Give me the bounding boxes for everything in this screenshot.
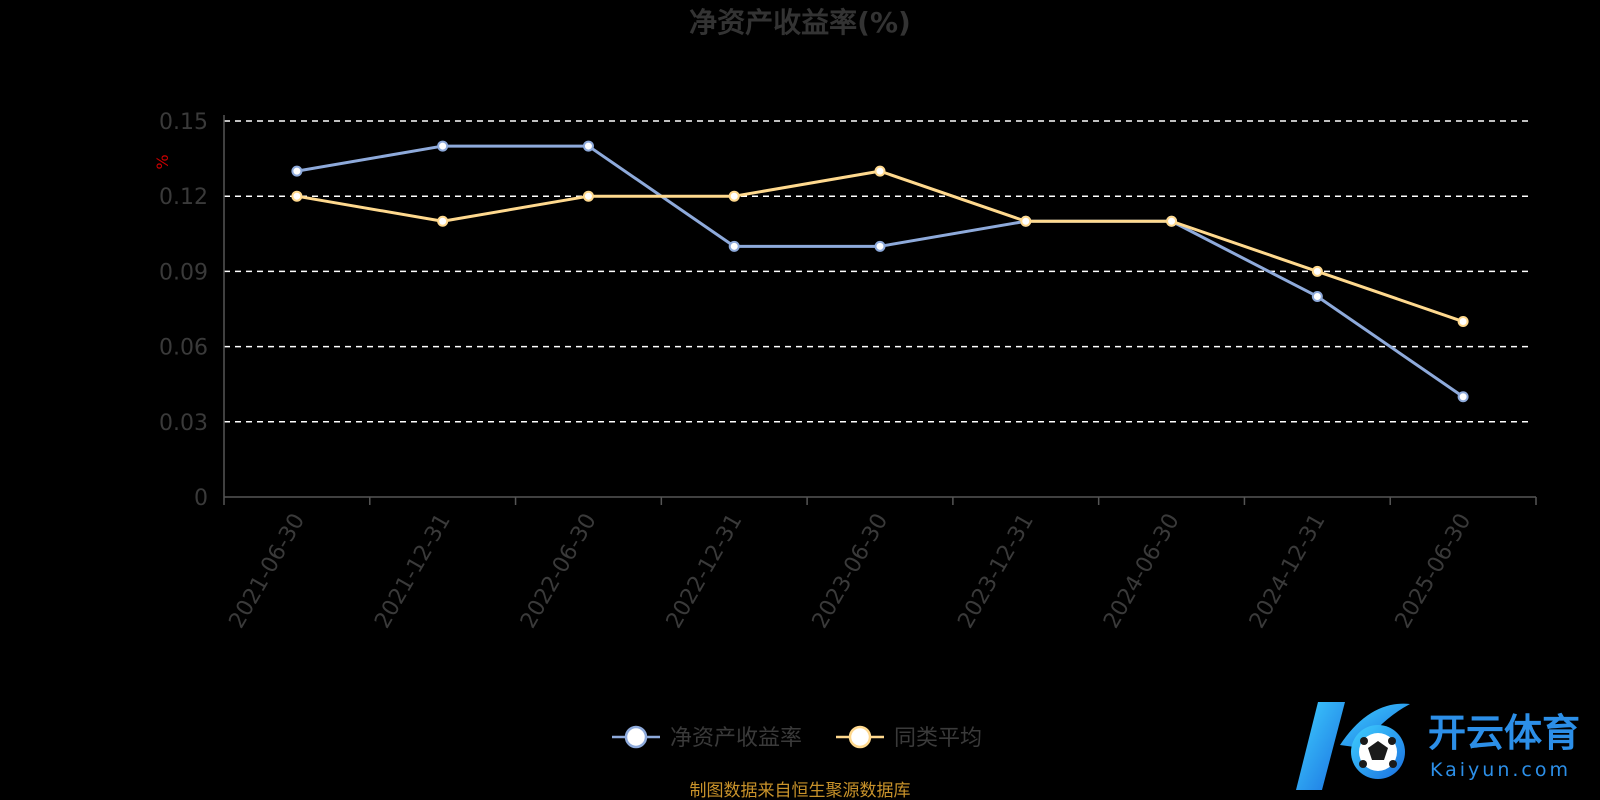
legend-label-peer-average: 同类平均 [894,726,982,751]
y-tick-label: 0.12 [159,185,208,210]
x-tick-label: 2024-06-30 [1099,510,1185,633]
legend-item-roe[interactable]: 净资产收益率 [612,725,802,751]
chart-title: 净资产收益率(%) [689,6,911,39]
watermark-brand-en: Kaiyun.com [1430,759,1571,781]
y-tick-label: 0 [194,486,208,511]
x-tick-label: 2025-06-30 [1391,510,1477,633]
x-tick-label: 2022-12-31 [662,510,748,633]
legend[interactable]: 净资产收益率 同类平均 [612,725,982,751]
x-tick-label: 2021-06-30 [225,510,311,633]
y-tick-label: 0.06 [159,336,208,361]
logo-k-stroke [1296,702,1345,790]
legend-marker-peer-average [848,725,872,749]
y-tick-label: 0.09 [159,260,208,285]
data-point [728,190,740,202]
legend-label-roe: 净资产收益率 [670,726,802,751]
watermark-brand-cn: 开云体育 [1428,711,1580,755]
data-point [1020,215,1032,227]
y-tick-label: 0.15 [159,110,208,135]
data-point [437,215,449,227]
x-tick-label: 2023-06-30 [808,510,894,633]
data-point [1166,215,1178,227]
axes [223,115,1537,505]
data-point [291,165,303,177]
data-point [437,140,449,152]
data-point [582,190,594,202]
data-point [582,140,594,152]
data-point [1311,265,1323,277]
source-note: 制图数据来自恒生聚源数据库 [690,781,911,800]
legend-item-peer-average[interactable]: 同类平均 [836,725,982,751]
y-axis-unit: % [153,154,172,169]
series [291,140,1469,403]
data-point [874,240,886,252]
watermark-logo: 开云体育 Kaiyun.com [1296,702,1580,790]
data-point [728,240,740,252]
y-tick-labels: 0 0.03 0.06 0.09 0.12 0.15 [159,110,208,511]
soccer-ball-icon [1351,725,1405,779]
data-point [291,190,303,202]
legend-marker-roe [624,725,648,749]
x-tick-label: 2021-12-31 [370,509,456,632]
data-point [1311,290,1323,302]
data-point [874,165,886,177]
x-tick-label: 2024-12-31 [1245,510,1331,633]
y-tick-label: 0.03 [159,411,208,436]
x-tick-label: 2023-12-31 [953,510,1039,633]
grid-lines [224,120,1528,423]
x-tick-labels: 2021-06-30 2021-12-31 2022-06-30 2022-12-31… [225,509,1477,632]
data-point [1457,316,1469,328]
x-tick-label: 2022-06-30 [516,510,602,633]
data-point [1457,391,1469,403]
